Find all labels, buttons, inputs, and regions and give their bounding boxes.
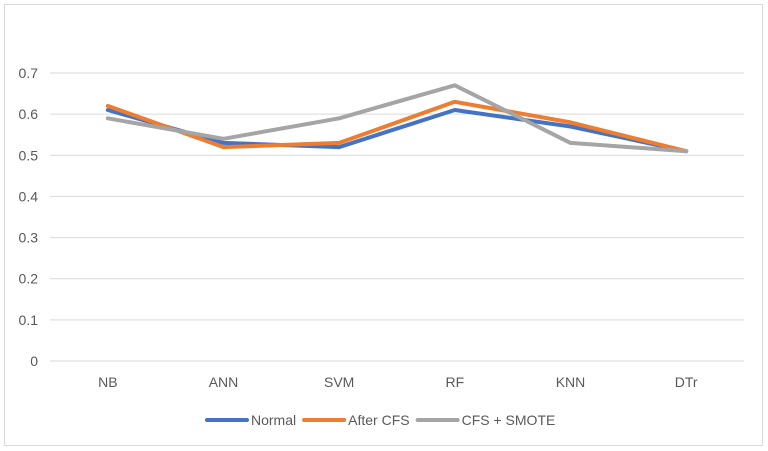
y-tick-label-2: 0.2 xyxy=(19,271,39,287)
series-line-cfs-smote xyxy=(105,83,689,154)
x-tick-label-3: RF xyxy=(445,374,464,390)
chart-frame xyxy=(4,4,763,446)
y-tick-label-4: 0.4 xyxy=(19,188,39,204)
legend-label-2: CFS + SMOTE xyxy=(462,412,556,428)
legend-label-0: Normal xyxy=(251,412,296,428)
x-tick-label-1: ANN xyxy=(209,374,239,390)
y-tick-label-5: 0.5 xyxy=(19,147,39,163)
y-tick-label-6: 0.6 xyxy=(19,106,39,122)
series-line-after-cfs xyxy=(105,99,689,154)
y-tick-label-0: 0 xyxy=(30,353,38,369)
y-tick-label-1: 0.1 xyxy=(19,312,39,328)
x-tick-label-4: KNN xyxy=(556,374,586,390)
y-tick-label-7: 0.7 xyxy=(19,65,39,81)
x-tick-label-0: NB xyxy=(98,374,117,390)
x-tick-label-5: DTr xyxy=(675,374,698,390)
y-tick-label-3: 0.3 xyxy=(19,230,39,246)
x-tick-label-2: SVM xyxy=(324,374,354,390)
series-line-normal xyxy=(105,108,689,154)
legend-label-1: After CFS xyxy=(348,412,409,428)
